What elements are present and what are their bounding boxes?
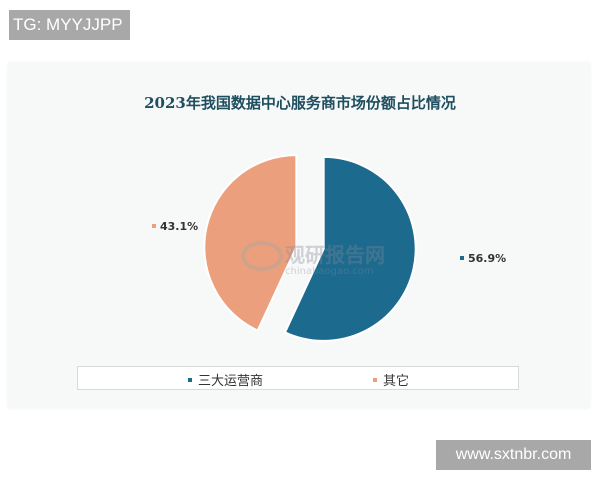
- pie-slice-1: [203, 154, 298, 332]
- data-label-1: 43.1%: [160, 220, 198, 233]
- data-label-0: 56.9%: [468, 252, 506, 265]
- data-label-marker: [460, 256, 464, 260]
- pie-slice-0: [283, 155, 417, 342]
- watermark-tg: TG: MYYJJPP: [9, 10, 130, 40]
- svg-text:chinabaogao.com: chinabaogao.com: [285, 266, 374, 277]
- chart-panel: [8, 63, 590, 408]
- data-label-marker: [152, 224, 156, 228]
- watermark-logo: 观研报告网 chinabaogao.com: [241, 241, 385, 277]
- legend-label: 三大运营商: [198, 374, 264, 389]
- legend-swatch: [188, 377, 192, 382]
- svg-text:观研报告网: 观研报告网: [285, 243, 385, 267]
- legend-item-1: 其它: [373, 370, 409, 389]
- chart-legend: 三大运营商 其它: [77, 366, 519, 390]
- legend-item-0: 三大运营商: [188, 370, 263, 389]
- legend-label: 其它: [383, 374, 410, 389]
- watermark-site: www.sxtnbr.com: [436, 440, 591, 470]
- legend-swatch: [373, 377, 377, 382]
- chart-title: 2023年我国数据中心服务商市场份额占比情况: [144, 94, 456, 112]
